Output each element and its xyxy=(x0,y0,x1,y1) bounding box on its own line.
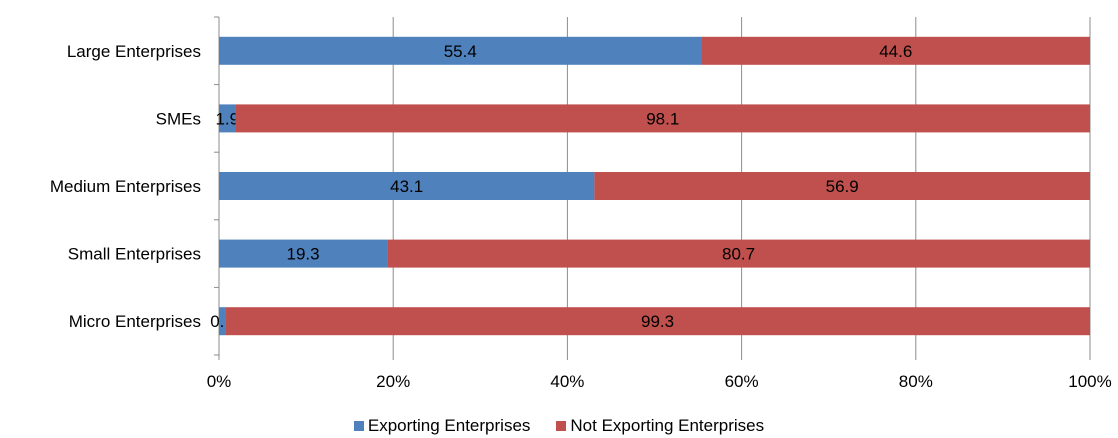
x-tick-label: 20% xyxy=(376,372,410,391)
data-label: 43.1 xyxy=(390,177,423,196)
legend-item-exporting: Exporting Enterprises xyxy=(353,414,531,438)
bar-not-exporting xyxy=(701,36,1090,65)
bar-not-exporting xyxy=(387,239,1090,268)
legend-label-not-exporting: Not Exporting Enterprises xyxy=(570,416,765,435)
bar-not-exporting xyxy=(235,104,1090,133)
x-tick-label: 80% xyxy=(899,372,933,391)
category-label: Large Enterprises xyxy=(67,42,201,61)
x-tick-label: 60% xyxy=(725,372,759,391)
bar-not-exporting xyxy=(594,172,1090,200)
legend-swatch-not-exporting xyxy=(556,421,567,431)
legend-item-not-exporting: Not Exporting Enterprises xyxy=(556,414,764,438)
legend-swatch-exporting xyxy=(353,421,364,431)
stacked-bar-chart: 0% 20% 40% 60% 80% 100% Large Enterprises 55.4 4… xyxy=(50,16,1112,391)
bar-exporting xyxy=(219,307,226,336)
category-label: Micro Enterprises xyxy=(69,312,201,331)
legend-label-exporting: Exporting Enterprises xyxy=(367,416,531,435)
data-label: 55.4 xyxy=(444,42,477,61)
data-label: 99.3 xyxy=(641,312,674,331)
data-label: 98.1 xyxy=(646,109,679,128)
category-label: Small Enterprises xyxy=(68,245,201,264)
category-label: Medium Enterprises xyxy=(50,177,201,196)
bar-not-exporting xyxy=(225,307,1091,336)
data-label: 44.6 xyxy=(879,42,912,61)
data-label: 56.9 xyxy=(826,177,859,196)
bar-exporting xyxy=(219,36,702,65)
bar-exporting xyxy=(219,239,388,268)
data-label: 1.9 xyxy=(215,109,239,128)
data-label: 19.3 xyxy=(287,245,320,264)
legend: Exporting Enterprises Not Exporting Ente… xyxy=(0,414,1118,438)
x-tick-label: 100% xyxy=(1068,372,1111,391)
bar-exporting xyxy=(219,172,595,200)
x-tick-label: 0% xyxy=(207,372,232,391)
data-label: 80.7 xyxy=(722,245,755,264)
category-label: SMEs xyxy=(156,109,201,128)
x-tick-label: 40% xyxy=(550,372,584,391)
bar-exporting xyxy=(219,104,236,133)
